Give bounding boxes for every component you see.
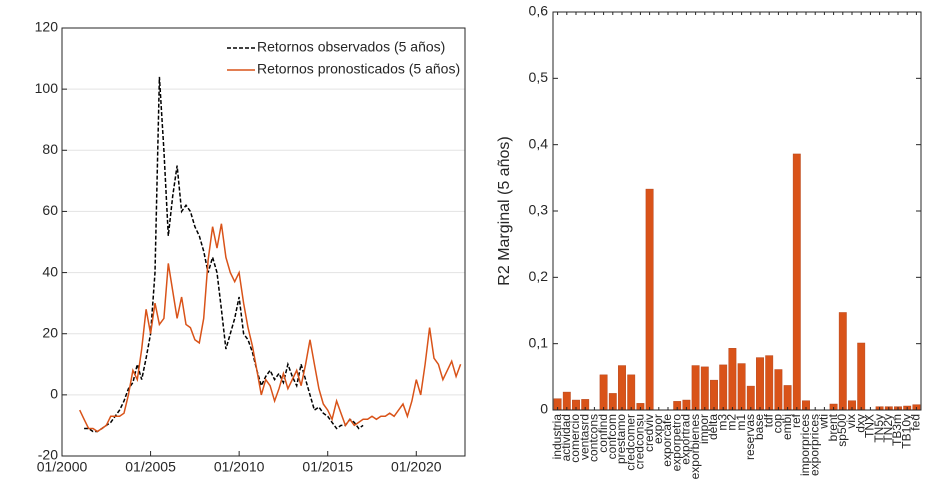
x-tick-label: 01/2015 xyxy=(302,459,353,475)
y-tick-label: 60 xyxy=(42,202,58,218)
legend-label: Retornos observados (5 años) xyxy=(257,39,445,55)
bar xyxy=(774,369,783,411)
bar xyxy=(719,364,728,411)
series-line xyxy=(79,223,462,433)
y-tick-label: 0,5 xyxy=(529,69,549,85)
x-tick-label: dxy xyxy=(853,414,867,433)
x-tick-label: credcomer xyxy=(623,414,637,471)
x-tick-label: m3 xyxy=(715,414,729,431)
x-tick-label: wti xyxy=(817,414,831,430)
bar xyxy=(691,365,700,411)
bar xyxy=(645,188,654,411)
bar xyxy=(857,342,866,411)
x-tick-label: 01/2020 xyxy=(391,459,442,475)
x-tick-label: reservas xyxy=(743,414,757,460)
y-tick-label: 0,4 xyxy=(529,135,549,151)
x-tick-label: embi xyxy=(780,414,794,440)
x-tick-label: base xyxy=(752,414,766,440)
x-tick-label: tdf xyxy=(761,413,775,427)
x-tick-label: credconsu xyxy=(633,414,647,469)
plot-frame xyxy=(552,11,922,411)
x-tick-label: expor xyxy=(651,414,665,444)
x-tick-label: industria xyxy=(550,414,564,460)
x-tick-label: imporprices xyxy=(798,414,812,476)
x-tick-label: contcons xyxy=(587,414,601,462)
x-tick-label: TN5y xyxy=(872,414,886,443)
x-tick-label: exporpetro xyxy=(669,414,683,472)
y-tick-label: 0 xyxy=(540,401,548,417)
x-tick-label: exporcafe xyxy=(660,414,674,467)
y-tick-label: -20 xyxy=(38,447,58,463)
x-tick-label: delta xyxy=(706,414,720,440)
x-tick-label: exporbienes xyxy=(688,414,702,479)
x-tick-label: exportrad xyxy=(679,414,693,465)
x-tick-label: ref xyxy=(789,413,803,428)
x-tick-label: exporprices xyxy=(807,414,821,476)
y-tick-label: 0,3 xyxy=(529,202,549,218)
x-tick-label: confcom xyxy=(605,414,619,459)
bar xyxy=(756,357,764,411)
x-tick-label: brent xyxy=(826,413,840,441)
bar xyxy=(838,312,847,411)
x-tick-label: cop xyxy=(771,414,785,434)
bar xyxy=(728,348,737,411)
x-tick-label: actividad xyxy=(559,414,573,461)
x-tick-label: credviv xyxy=(642,414,656,452)
x-tick-label: fed xyxy=(909,414,923,431)
bar xyxy=(746,385,755,411)
bar xyxy=(783,385,792,411)
y-tick-label: 100 xyxy=(35,80,59,96)
y-tick-label: 0,1 xyxy=(529,334,549,350)
x-tick-label: m2 xyxy=(725,414,739,431)
x-tick-label: 01/2005 xyxy=(125,459,176,475)
x-tick-label: 01/2000 xyxy=(37,459,88,475)
plot-frame xyxy=(61,27,466,457)
bar xyxy=(737,363,746,411)
bar xyxy=(792,153,801,411)
x-tick-label: 01/2010 xyxy=(214,459,265,475)
legend-label: Retornos pronosticados (5 años) xyxy=(257,61,460,77)
y-tick-label: 0,2 xyxy=(529,268,549,284)
y-tick-label: 20 xyxy=(42,324,58,340)
x-tick-label: ventasrd xyxy=(577,414,591,460)
y-tick-label: 80 xyxy=(42,141,58,157)
series-line xyxy=(84,76,364,433)
x-tick-label: impor xyxy=(697,414,711,444)
y-tick-label: 0,6 xyxy=(529,3,549,19)
x-tick-label: TB10y xyxy=(899,414,913,449)
bar xyxy=(765,355,774,411)
x-tick-label: comercio xyxy=(568,414,582,463)
bar xyxy=(599,374,608,411)
y-tick-label: 0 xyxy=(50,386,58,402)
y-axis-label: R2 Marginal (5 años) xyxy=(496,136,513,285)
x-tick-label: TB3m xyxy=(890,414,904,446)
x-tick-label: TN2y xyxy=(881,414,895,443)
x-tick-label: vix xyxy=(844,414,858,429)
x-tick-label: m1 xyxy=(734,414,748,431)
y-tick-label: 40 xyxy=(42,263,58,279)
bar xyxy=(627,374,636,411)
bar xyxy=(618,365,626,411)
y-tick-label: 120 xyxy=(35,19,59,35)
x-tick-label: TNX xyxy=(863,414,877,438)
x-tick-label: sp500 xyxy=(835,414,849,447)
bar xyxy=(710,379,718,411)
x-tick-label: prestamo xyxy=(614,414,628,464)
x-tick-label: confind xyxy=(596,414,610,453)
bar xyxy=(700,366,709,411)
